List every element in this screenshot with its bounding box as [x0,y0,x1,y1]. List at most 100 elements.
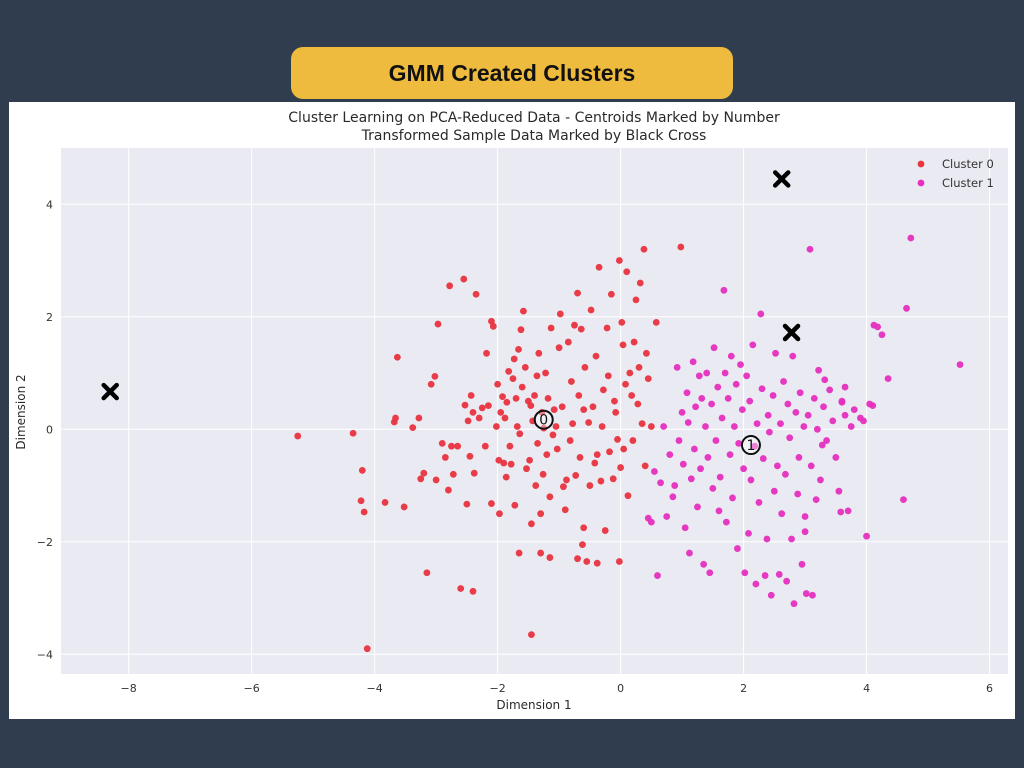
cluster-0-point [478,404,486,412]
cluster-0-point [618,318,626,326]
cluster-1-point [734,545,741,552]
x-tick-label: −8 [121,682,137,695]
cluster-0-point [619,341,627,349]
cluster-0-point [574,555,581,563]
cluster-1-point [692,403,700,411]
cluster-0-point [632,296,640,304]
cluster-0-point [555,344,563,352]
cluster-0-point [617,464,624,471]
cluster-0-point [507,460,515,468]
cluster-0-point [547,324,555,332]
cluster-0-point [549,431,557,439]
cluster-1-point [807,462,815,470]
cluster-0-point [638,420,646,428]
cluster-0-point [506,442,514,450]
y-tick-label: 0 [46,423,53,436]
cluster-1-point [710,344,718,352]
cluster-1-point [820,403,827,411]
cluster-0-point [357,497,365,505]
cluster-1-point [755,499,763,506]
cluster-0-point [546,554,554,561]
cluster-0-point [363,645,371,653]
cluster-1-point [709,484,717,492]
cluster-1-point [796,389,804,397]
cluster-0-point [558,403,566,411]
cluster-0-point [641,462,649,470]
cluster-1-point [844,507,852,515]
cluster-0-point [593,451,601,458]
cluster-0-point [589,403,597,411]
cluster-1-point [684,419,692,426]
cluster-0-point [629,437,637,444]
cluster-0-point [572,472,580,479]
cluster-0-point [475,414,483,422]
cluster-1-point [695,372,703,380]
cluster-0-point [448,442,455,450]
cluster-0-point [492,423,500,430]
cluster-0-point [360,508,368,516]
cluster-1-point [818,441,826,449]
cluster-1-point [745,529,752,537]
cluster-1-point [823,437,830,444]
cluster-1-point [732,380,740,388]
cluster-1-point [802,590,810,597]
cluster-1-point [683,389,691,397]
cluster-1-point [860,417,867,425]
cluster-1-point [678,409,686,416]
cluster-0-point [652,318,660,326]
cluster-1-point [784,400,792,408]
cluster-1-point [724,394,732,402]
cluster-0-point [553,445,561,453]
cluster-0-point [586,482,594,489]
cluster-0-point [598,423,606,430]
cluster-0-point [518,383,526,391]
cluster-0-point [569,420,577,428]
cluster-0-point [560,483,567,491]
cluster-0-point [470,469,478,477]
cluster-0-point [599,386,607,394]
cluster-0-point [630,338,638,346]
cluster-0-point [623,268,631,276]
cluster-0-point [505,367,513,375]
cluster-0-point [393,353,401,361]
cluster-1-point [863,532,870,540]
cluster-1-point [789,352,797,360]
cluster-0-point [432,476,440,484]
cluster-1-point [764,411,772,419]
cluster-1-point [718,414,726,422]
cluster-0-point [531,392,538,399]
cluster-1-point [673,364,681,371]
cluster-0-point [561,506,569,514]
slide-header-title: GMM Created Clusters [388,59,636,86]
cluster-1-point [832,454,840,461]
cluster-0-point [567,378,575,385]
cluster-0-point [500,459,508,467]
cluster-0-point [509,375,517,383]
cluster-1-point [698,394,706,402]
centroid-ring [533,409,554,430]
cluster-1-point [737,361,744,368]
cluster-0-point [563,476,570,484]
cluster-1-point [775,571,783,578]
cluster-0-point [626,369,634,377]
cluster-1-point [780,378,787,385]
cluster-0-point [392,414,399,422]
cluster-1-point [767,591,775,599]
cluster-0-point [603,324,611,332]
cluster-0-point [521,364,529,371]
cluster-0-point [564,338,572,346]
cluster-1-point [835,487,843,495]
cluster-1-point [884,375,892,383]
centroid-markers: 01 [533,409,761,456]
cluster-1-point [704,454,712,461]
cluster-1-point [794,490,802,498]
x-tick-label: 6 [986,682,993,695]
cluster-0-point [595,263,603,271]
cluster-0-point [520,307,527,315]
cluster-0-point [677,243,685,251]
cluster-0-point [546,493,554,501]
cluster-1-point [729,494,736,502]
cluster-0-point [501,414,509,422]
cluster-1-point [735,439,743,447]
sample-cross-stroke [772,170,791,188]
